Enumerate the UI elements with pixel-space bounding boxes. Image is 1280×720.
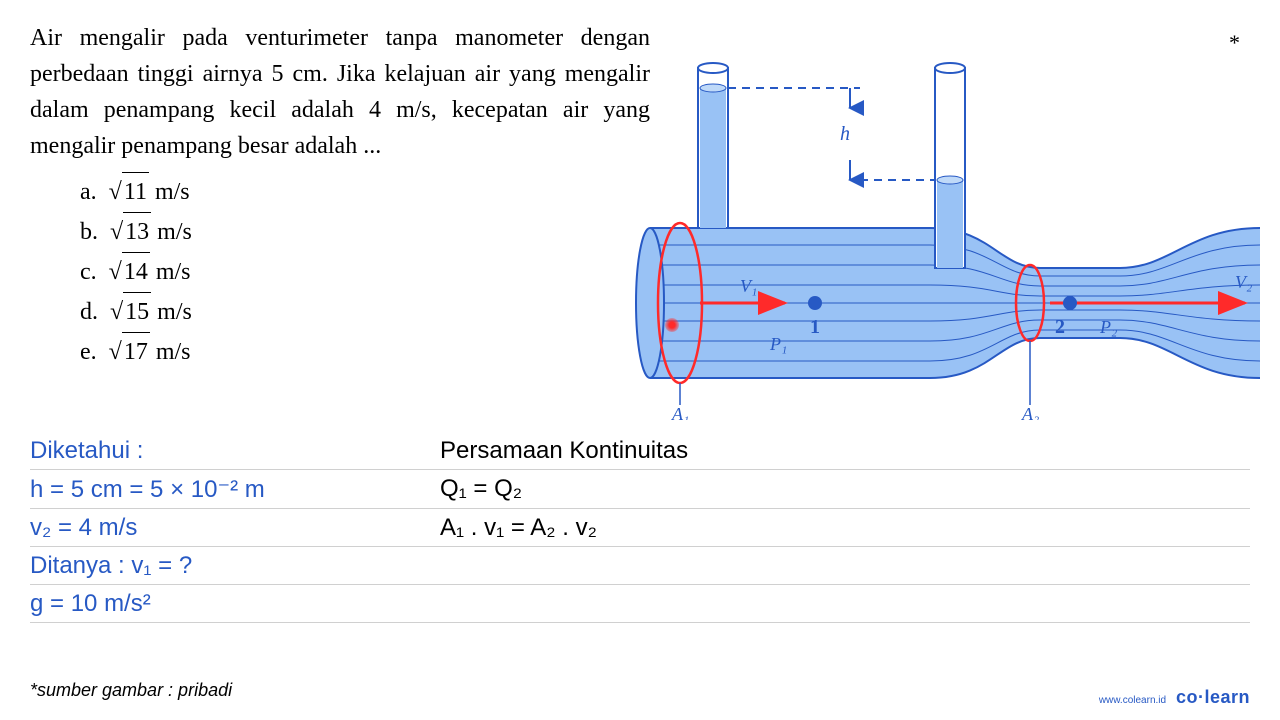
label-num1: 1 (810, 316, 820, 338)
sqrt-icon: √ (109, 179, 122, 205)
sqrt-value: 14 (122, 252, 150, 292)
tube-2 (935, 63, 965, 268)
brand-name: co·learn (1176, 687, 1250, 707)
label-a2: A₂ (1021, 404, 1039, 420)
label-p2: P₂ (1099, 317, 1117, 337)
label-num2: 2 (1055, 316, 1065, 338)
sqrt-value: 17 (122, 332, 150, 372)
asterisk-note: * (1229, 30, 1240, 56)
option-letter: c. (80, 259, 97, 285)
solution-area: Diketahui : Persamaan Kontinuitas h = 5 … (30, 432, 1250, 623)
option-unit: m/s (157, 299, 192, 325)
option-unit: m/s (155, 179, 190, 205)
sqrt-value: 11 (122, 172, 149, 212)
label-h: h (840, 123, 850, 145)
option-letter: e. (80, 339, 97, 365)
known-v2: v₂ = 4 m/s (30, 514, 440, 542)
continuity-q: Q₁ = Q₂ (440, 475, 522, 504)
brand-footer: www.colearn.id co·learn (1099, 687, 1250, 708)
option-unit: m/s (156, 339, 191, 365)
sqrt-icon: √ (109, 259, 122, 285)
question-text: Air mengalir pada venturimeter tanpa man… (30, 20, 650, 164)
option-letter: d. (80, 299, 98, 325)
option-letter: b. (80, 219, 98, 245)
label-v1: V₁ (740, 276, 757, 296)
sqrt-icon: √ (109, 339, 122, 365)
brand-url: www.colearn.id (1099, 695, 1166, 706)
venturimeter-diagram: h A₁ A₂ V₁ V₂ 1 P₁ 2 P₂ (630, 60, 1260, 420)
label-a1: A₁ (671, 404, 689, 420)
option-letter: a. (80, 179, 97, 205)
asked-v1: Ditanya : v₁ = ? (30, 552, 440, 580)
known-g: g = 10 m/s² (30, 590, 440, 618)
continuity-av: A₁ . v₁ = A₂ . v₂ (440, 514, 597, 542)
known-h: h = 5 cm = 5 × 10⁻² m (30, 475, 440, 504)
laser-pointer-icon (665, 318, 679, 332)
sqrt-icon: √ (110, 219, 123, 245)
known-header: Diketahui : (30, 437, 440, 465)
point-1-dot (808, 296, 822, 310)
pipe-left-opening (636, 228, 664, 378)
option-unit: m/s (156, 259, 191, 285)
tube-1 (698, 63, 728, 228)
continuity-header: Persamaan Kontinuitas (440, 437, 688, 465)
source-note: *sumber gambar : pribadi (30, 680, 232, 701)
label-v2: V₂ (1235, 272, 1252, 292)
option-unit: m/s (157, 219, 192, 245)
sqrt-icon: √ (110, 299, 123, 325)
sqrt-value: 15 (123, 292, 151, 332)
point-2-dot (1063, 296, 1077, 310)
label-p1: P₁ (769, 334, 787, 354)
sqrt-value: 13 (123, 212, 151, 252)
